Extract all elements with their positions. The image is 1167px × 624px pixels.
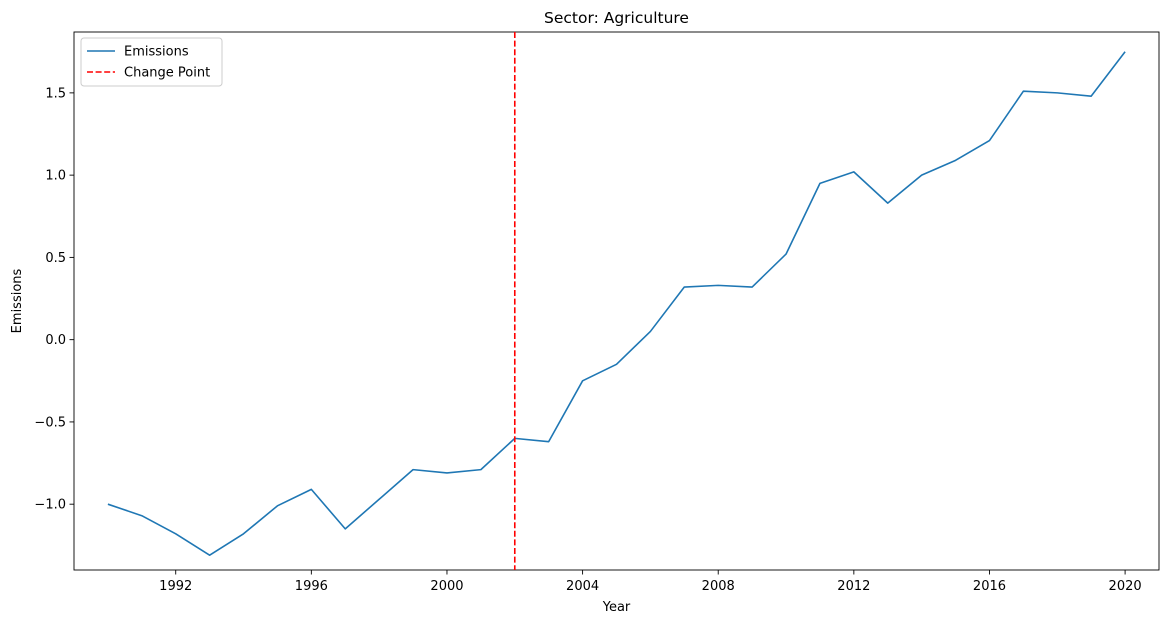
x-tick-label: 2000 xyxy=(430,579,463,594)
y-tick-label: 1.5 xyxy=(45,86,66,101)
x-tick-label: 2012 xyxy=(837,579,870,594)
x-tick-label: 2008 xyxy=(702,579,735,594)
plot-area: 1992 1996 2000 2004 2008 2012 2016 2020 −1.0 −0.5… xyxy=(34,31,1160,594)
legend-label-emissions: Emissions xyxy=(124,45,189,60)
x-tick-label: 1992 xyxy=(159,579,192,594)
x-axis-label: Year xyxy=(602,600,631,615)
plot-frame xyxy=(73,31,1160,571)
y-axis-label: Emissions xyxy=(10,268,25,333)
legend-box xyxy=(80,37,223,87)
x-tick-label: 1996 xyxy=(295,579,328,594)
y-tick-label: 0.5 xyxy=(45,251,66,266)
y-tick-label: 0.0 xyxy=(45,333,66,348)
legend: Emissions Change Point xyxy=(80,37,223,87)
chart-title: Sector: Agriculture xyxy=(544,9,689,27)
series-line-emissions xyxy=(107,51,1126,556)
y-tick-label: 1.0 xyxy=(45,169,66,184)
x-tick-label: 2016 xyxy=(973,579,1006,594)
x-tick-label: 2020 xyxy=(1109,579,1142,594)
x-tick-label: 2004 xyxy=(566,579,599,594)
legend-label-change-point: Change Point xyxy=(124,66,210,81)
y-tick-label: −0.5 xyxy=(34,415,66,430)
y-tick-label: −1.0 xyxy=(34,498,66,513)
